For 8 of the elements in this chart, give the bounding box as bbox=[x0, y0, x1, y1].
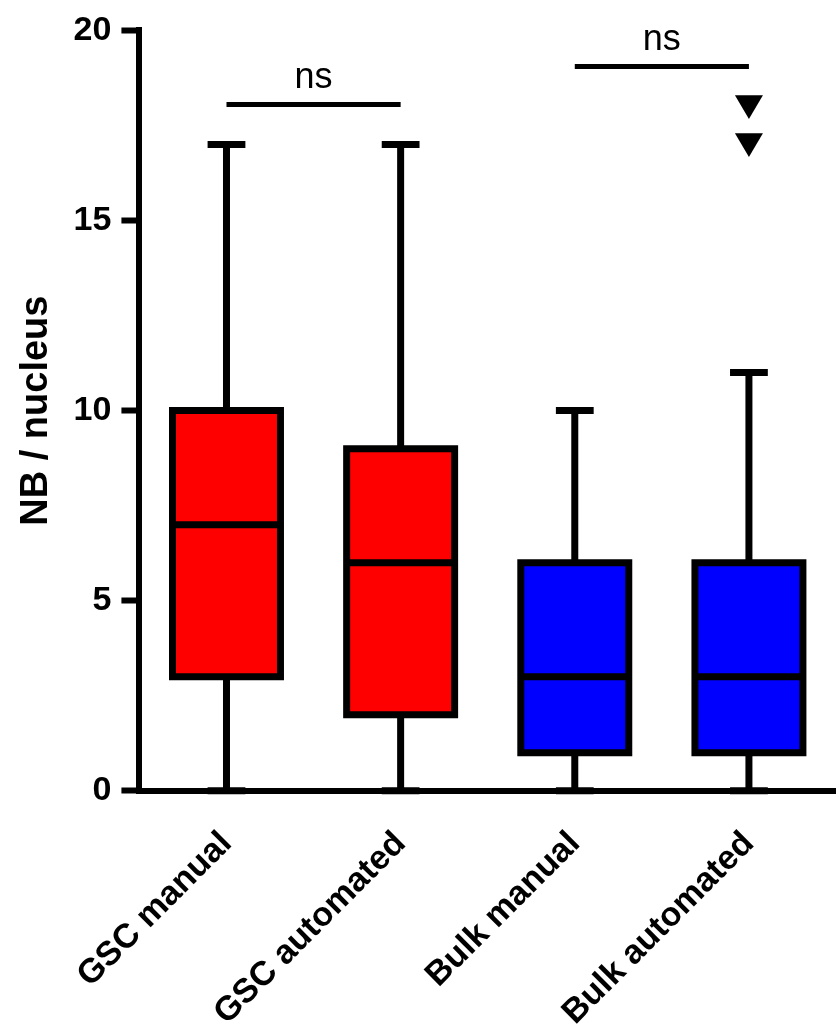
annotation: ns bbox=[294, 55, 333, 97]
y-tick-label: 0 bbox=[92, 769, 112, 808]
y-tick-label: 20 bbox=[73, 8, 112, 47]
y-tick-label: 10 bbox=[73, 388, 112, 427]
y-tick-label: 5 bbox=[92, 579, 112, 618]
y-axis-title: NB / nucleus bbox=[13, 295, 56, 526]
y-tick-label: 15 bbox=[73, 198, 112, 237]
annotation: ns bbox=[642, 17, 681, 59]
